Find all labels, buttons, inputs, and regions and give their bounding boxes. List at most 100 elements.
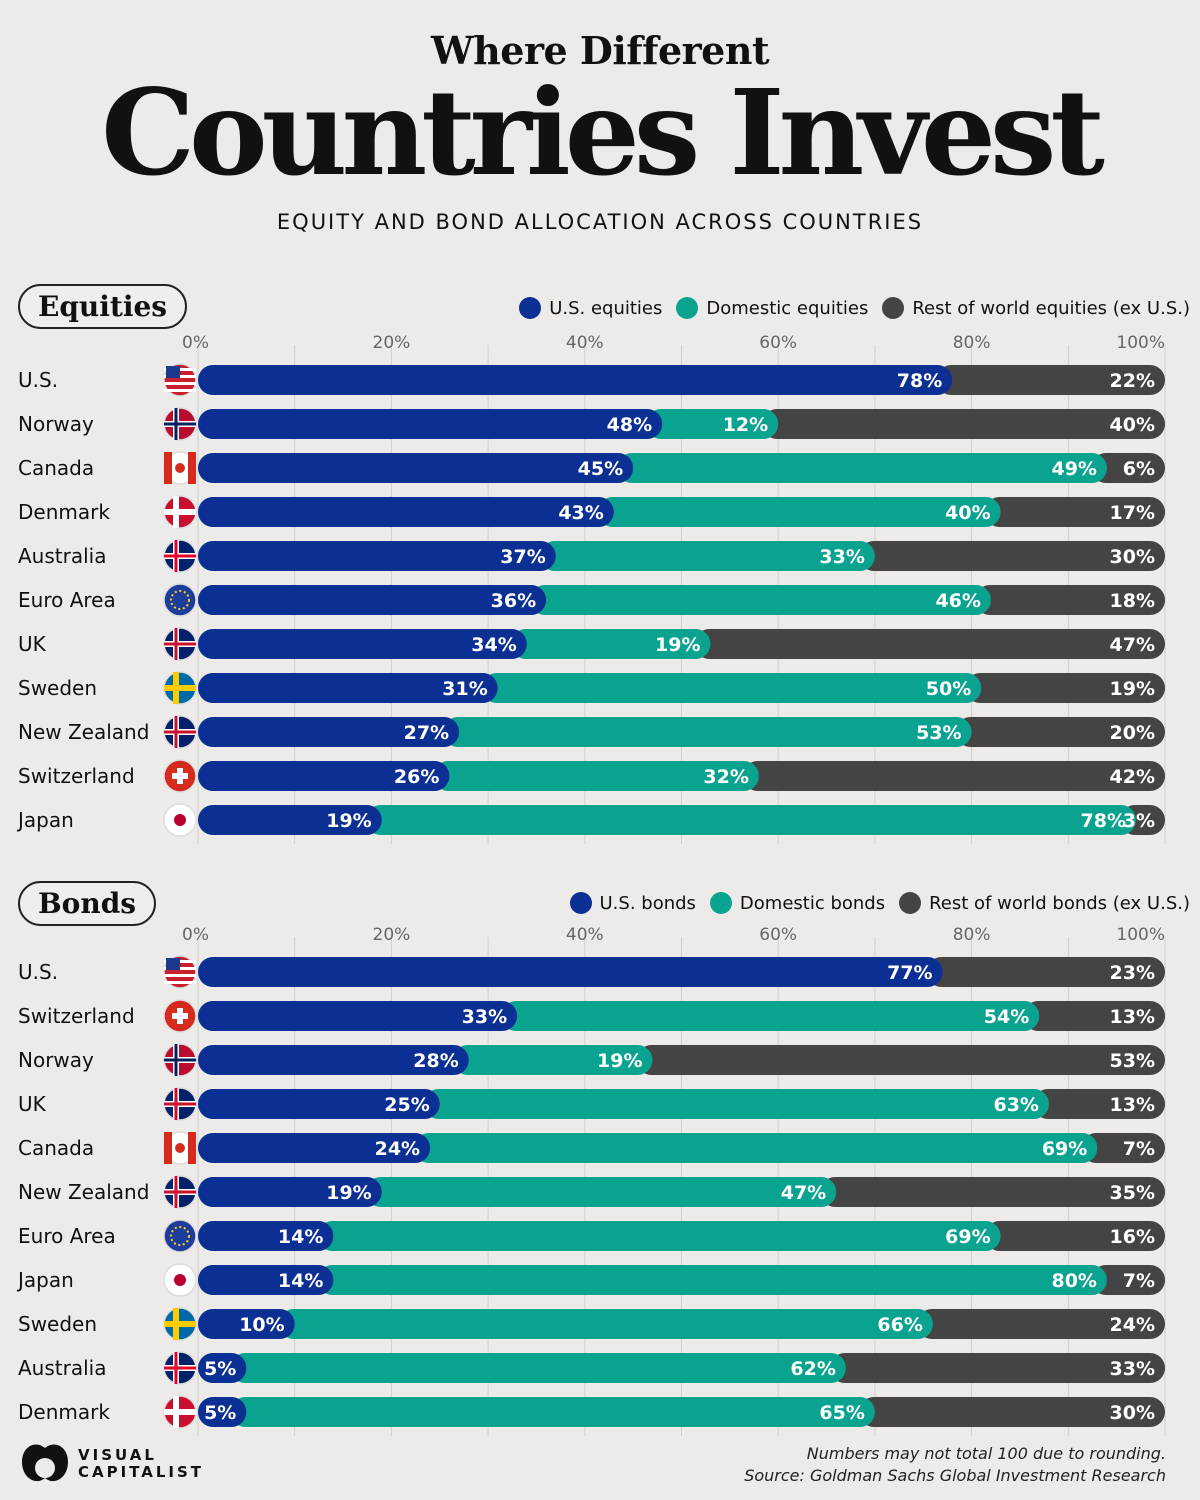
flag-mark [188,452,196,484]
legend-label: U.S. equities [549,297,663,319]
data-label: 19% [1110,678,1155,700]
data-label: 50% [926,678,971,700]
bar-segment-rest [1090,453,1165,483]
flag-mark [174,1274,186,1286]
data-label: 20% [1110,722,1155,744]
flag-icon [163,1175,197,1209]
bar-segment-domestic [530,585,991,615]
data-label: 24% [1110,1314,1155,1336]
x-tick-label: 80% [953,925,991,945]
bar-segment-rest [955,717,1165,747]
category-label: Denmark [18,500,110,524]
bar-segment-rest [762,409,1165,439]
bar-segment-domestic [452,1045,653,1075]
bar-segment-domestic [230,1353,846,1383]
logo-icon [22,1444,68,1482]
bar-segment-us [198,1397,247,1427]
category-label: Switzerland [18,1004,135,1028]
data-label: 19% [655,634,700,656]
data-label: 33% [819,546,864,568]
data-label: 32% [703,766,748,788]
flag-mark [164,452,172,484]
flag-icon [163,715,197,749]
data-label: 6% [1123,458,1155,480]
legend-item: Domestic bonds [709,892,885,914]
bar-segment-rest [984,497,1165,527]
data-label: 33% [462,1006,507,1028]
legend-item: Rest of world equities (ex U.S.) [882,297,1190,319]
bar-segment-rest [858,541,1165,571]
equities-section-label: Equities [18,284,188,329]
bar-segment-domestic [423,1089,1049,1119]
bar-segment-domestic [443,717,972,747]
bar-segment-domestic [597,497,1001,527]
data-label: 77% [887,962,932,984]
data-label: 27% [404,722,449,744]
legend-label: U.S. bonds [599,892,696,914]
category-label: Denmark [18,1400,110,1424]
bar-segment-rest [936,365,1165,395]
bar-segment-rest [1081,1133,1165,1163]
data-label: 40% [945,502,990,524]
category-label: Canada [18,456,94,480]
flag-mark [174,1044,178,1076]
flag-mark [173,672,179,704]
flag-mark [164,1321,196,1327]
flag-icon [163,999,197,1033]
data-label: 14% [278,1226,323,1248]
bonds-legend: U.S. bonds Domestic bonds Rest of world … [569,892,1190,914]
category-label: New Zealand [18,720,149,744]
data-label: 65% [819,1402,864,1424]
bar-segment-rest [742,761,1165,791]
category-label: U.S. [18,368,58,392]
data-label: 19% [326,1182,371,1204]
flag-mark [164,1132,172,1164]
legend-item: Rest of world bonds (ex U.S.) [899,892,1190,914]
category-label: Switzerland [18,764,135,788]
x-tick-label: 60% [759,333,797,353]
data-label: 47% [1110,634,1155,656]
flag-mark [164,554,196,558]
flag-icon [163,627,197,661]
category-label: U.S. [18,960,58,984]
flag-mark [175,463,185,473]
flag-mark [188,1132,196,1164]
data-label: 43% [558,502,603,524]
bar-segment-us [198,453,634,483]
bar-segment-rest [1032,1089,1165,1119]
bar-segment-us [198,1309,295,1339]
data-label: 63% [993,1094,1038,1116]
bar-segment-domestic [646,409,779,439]
flag-icon [163,1395,197,1429]
flag-mark [164,981,196,984]
flag-mark [164,382,196,385]
data-label: 12% [723,414,768,436]
data-label: 78% [897,370,942,392]
bar-segment-domestic [317,1221,1001,1251]
flag-mark [164,422,196,426]
data-label: 33% [1110,1358,1155,1380]
flag-circle [163,583,197,617]
bar-segment-domestic [365,1177,837,1207]
flag-mark [164,1366,196,1370]
category-label: Canada [18,1136,94,1160]
data-label: 24% [375,1138,420,1160]
flag-icon [163,1043,197,1077]
data-label: 26% [394,766,439,788]
bar-segment-us [198,717,460,747]
bar-segment-rest [829,1353,1165,1383]
flag-icon [163,495,197,529]
flag-mark [174,408,178,440]
flag-mark [166,958,180,970]
subtitle: EQUITY AND BOND ALLOCATION ACROSS COUNTR… [276,210,924,234]
flag-mark [164,1102,196,1106]
bar-segment-rest [984,1221,1165,1251]
category-label: UK [18,1092,47,1116]
flag-mark [174,1352,178,1384]
flag-mark [173,1396,179,1428]
x-tick-label: 100% [1116,333,1165,353]
x-tick-label: 0% [182,925,209,945]
data-label: 17% [1110,502,1155,524]
flag-mark [164,685,196,691]
flag-mark [164,509,196,515]
